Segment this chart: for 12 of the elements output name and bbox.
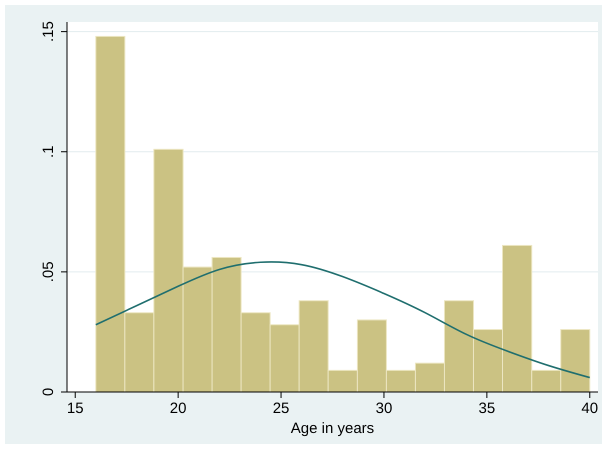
y-tick-label: .1 [40, 145, 57, 158]
y-tick-label: .05 [40, 261, 57, 282]
x-tick-label: 20 [170, 400, 186, 417]
x-tick-label: 35 [478, 400, 496, 417]
x-tick-label: 15 [66, 400, 84, 417]
x-tick-label: 30 [376, 400, 392, 417]
y-tick-label: 0 [40, 388, 57, 396]
line-series [95, 261, 591, 378]
x-axis-title: Age in years [290, 420, 374, 437]
x-tick-label: 40 [581, 400, 598, 417]
y-tick-label: .15 [40, 21, 57, 42]
x-tick-label: 25 [272, 400, 290, 417]
